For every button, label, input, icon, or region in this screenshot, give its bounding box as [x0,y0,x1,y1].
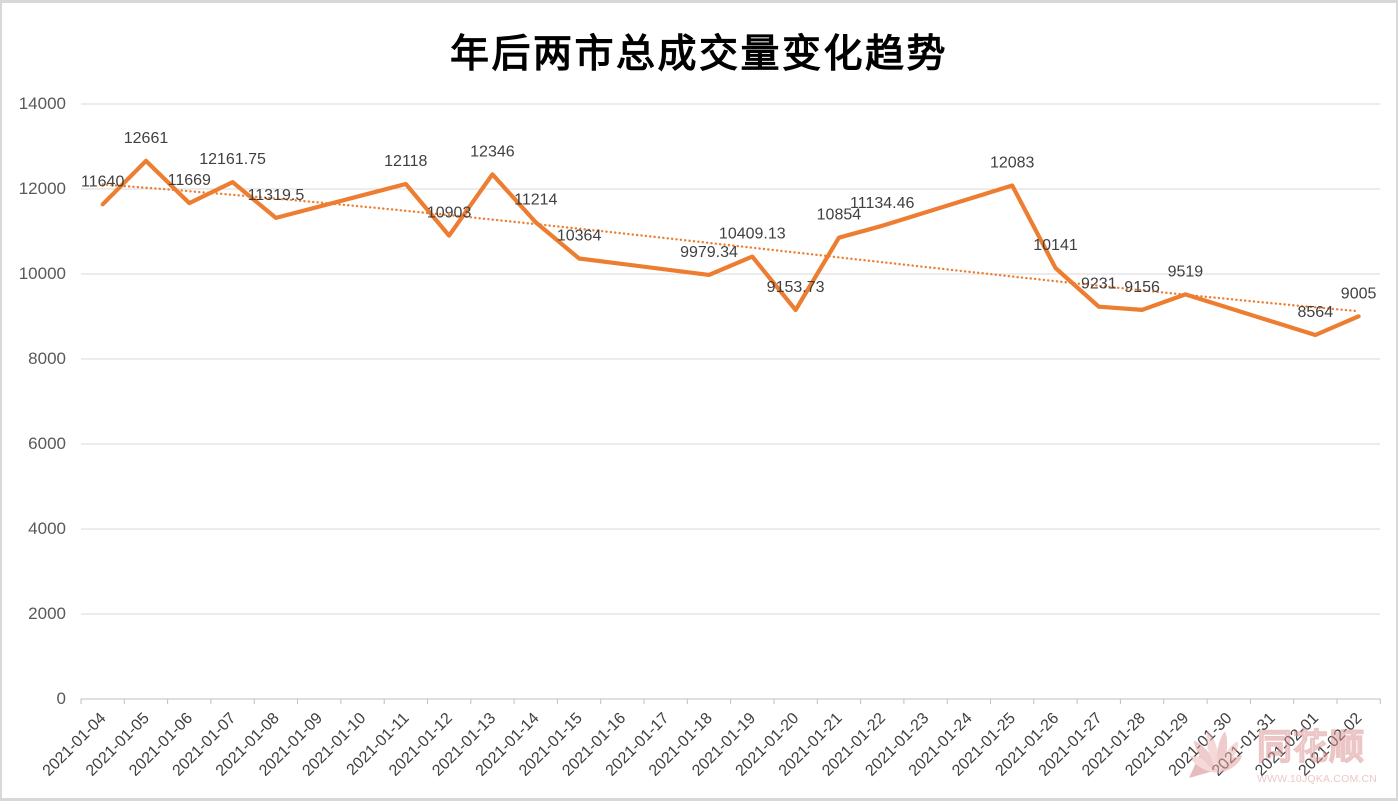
data-label: 10903 [427,205,472,222]
y-axis-tick-label: 10000 [19,264,66,283]
trend-line [101,183,1360,313]
data-label: 10141 [1033,237,1078,254]
watermark-brand-text: 同花顺 [1256,728,1366,767]
data-label: 9156 [1124,279,1160,296]
data-label: 9153.73 [767,279,825,296]
data-label: 12118 [384,153,427,170]
data-label: 10409.13 [719,226,786,243]
y-axis-tick-label: 2000 [28,604,66,623]
data-label: 9005 [1341,285,1377,302]
watermark-url-text: WWW.10JQKA.COM.CN [1257,773,1378,785]
y-axis-tick-label: 0 [57,689,66,708]
series-line [100,158,1361,338]
y-axis-tick-label: 6000 [28,434,66,453]
data-label: 8564 [1298,304,1334,321]
plot-area: 020004000600080001000012000140002021-01-… [19,94,1381,780]
chart-title: 年后两市总成交量变化趋势 [449,32,948,77]
data-label: 11669 [168,172,211,189]
y-axis-tick-label: 12000 [19,179,66,198]
data-label: 12346 [470,143,515,160]
data-label: 11134.46 [850,195,914,212]
y-axis-tick-label: 14000 [19,94,66,113]
data-label: 9519 [1168,263,1204,280]
data-label: 12161.75 [199,151,266,168]
data-label: 9979.34 [680,244,738,261]
watermark: 同花顺 WWW.10JQKA.COM.CN [1183,715,1377,785]
flower-logo-icon [1189,730,1243,778]
data-label: 11214 [514,191,557,208]
data-label: 10364 [557,228,602,245]
data-label: 12083 [990,155,1035,172]
data-label: 11319.5 [248,187,305,204]
data-label: 12661 [124,130,169,147]
data-label: 10854 [817,207,862,224]
data-label: 11640 [81,173,124,190]
y-axis-tick-label: 4000 [28,519,66,538]
data-label: 9231 [1081,276,1117,293]
y-axis-tick-label: 8000 [28,349,66,368]
